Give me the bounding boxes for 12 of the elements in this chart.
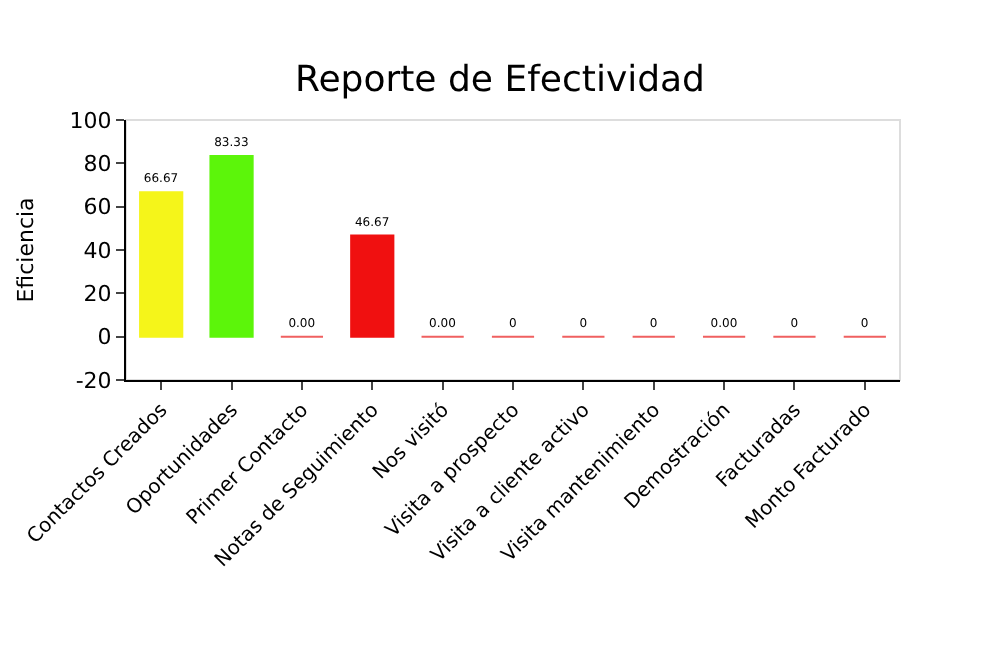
y-tick-label: 80 [83, 151, 112, 178]
y-tick-label: -20 [75, 367, 112, 394]
bar [139, 191, 184, 338]
y-tick-label: 40 [83, 237, 112, 264]
chart-title: Reporte de Efectividad [295, 59, 705, 102]
y-tick-label: 60 [83, 194, 112, 221]
bar [350, 234, 395, 338]
y-axis-title: Eficiencia [12, 197, 39, 303]
y-tick-label: 0 [97, 324, 112, 351]
y-tick-label: 100 [69, 107, 112, 134]
bar [209, 155, 254, 338]
y-tick-label: 20 [83, 281, 112, 308]
